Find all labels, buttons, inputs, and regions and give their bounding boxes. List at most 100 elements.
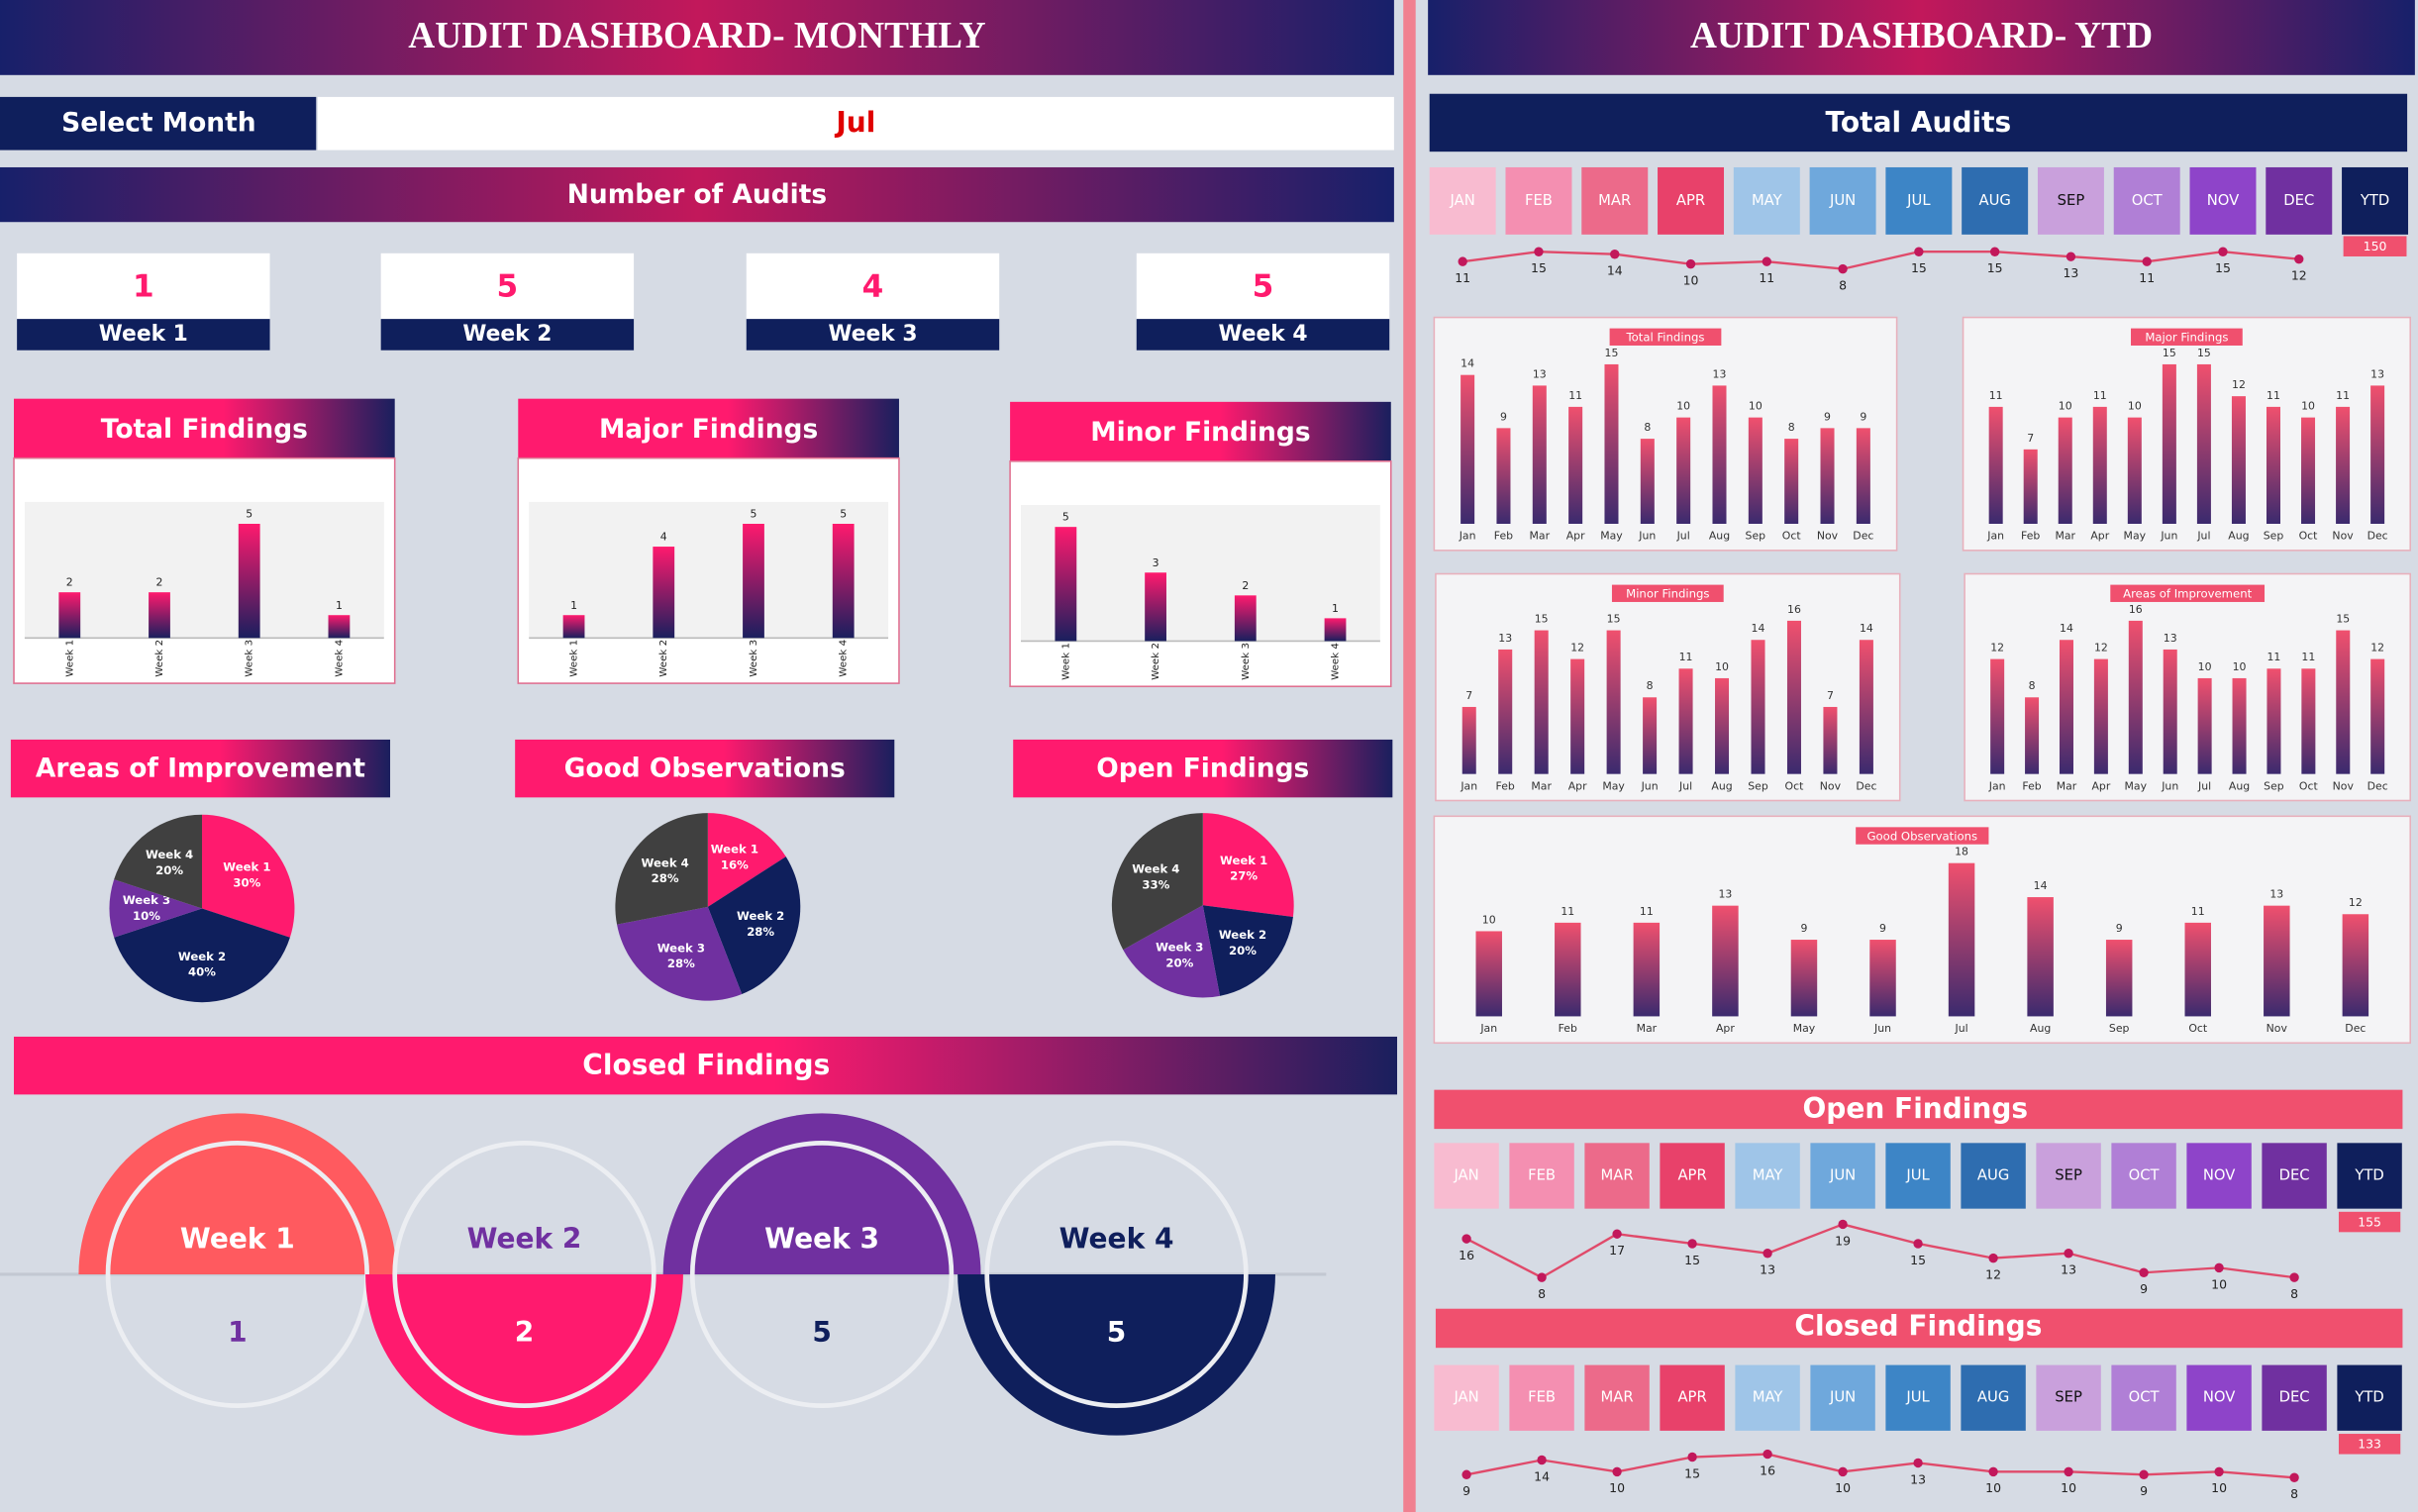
month-label: JUL <box>1905 1165 1930 1183</box>
bar-value-label: 11 <box>2191 905 2205 918</box>
line-point <box>1989 247 2000 256</box>
pie-slice <box>114 814 203 909</box>
line-point <box>1687 1452 1697 1462</box>
panel-title: Good Observations <box>564 753 846 783</box>
point-label: 8 <box>1839 277 1847 292</box>
bar-value-label: 13 <box>1718 888 1732 901</box>
panel-title: Total Findings <box>101 414 308 445</box>
bar-value-label: 13 <box>2164 632 2177 645</box>
month-label: NOV <box>2207 191 2240 209</box>
month-tile <box>1733 166 1800 235</box>
month-tile <box>1885 166 1953 235</box>
bar <box>2105 940 2133 1017</box>
ytd-value-box <box>2338 1434 2401 1455</box>
bar <box>562 615 585 639</box>
section-title: Closed Findings <box>582 1049 830 1081</box>
panel-header <box>1010 401 1391 461</box>
month-tile <box>1434 1364 1499 1431</box>
x-tick-label: Feb <box>2022 779 2041 792</box>
line-point <box>2214 1262 2224 1273</box>
panel-title: Areas of Improvement <box>36 753 365 783</box>
header <box>1428 0 2415 75</box>
section-header <box>14 1036 1398 1095</box>
bar <box>2197 677 2212 774</box>
week-card <box>746 252 1000 320</box>
week-label: Week 1 <box>99 322 188 347</box>
line-point <box>1763 1248 1772 1259</box>
point-label: 10 <box>1683 272 1699 287</box>
slice-category: Week 2 <box>737 909 784 923</box>
bar-value-label: 1 <box>570 599 577 612</box>
line-point <box>1685 258 1696 269</box>
x-tick-label: Jun <box>2161 779 2178 792</box>
slice-label: 40% <box>188 965 216 979</box>
bar-value-label: 12 <box>2232 378 2246 391</box>
bar-value-label: 10 <box>2233 660 2247 673</box>
month-label: OCT <box>2129 1165 2161 1183</box>
panel-title: Total Findings <box>1625 331 1704 345</box>
month-tile <box>2037 166 2104 235</box>
x-tick-label: Week 3 <box>1241 643 1252 680</box>
x-tick-label: Nov <box>2333 779 2355 792</box>
bar <box>2266 406 2281 525</box>
line-point <box>1534 247 1544 256</box>
bar <box>1234 595 1257 642</box>
bar-value-label: 11 <box>1989 389 2003 402</box>
week-value: 5 <box>812 1316 832 1349</box>
x-tick-label: Apr <box>2091 779 2110 792</box>
header <box>0 0 1394 75</box>
slice-category: Week 4 <box>1132 861 1179 875</box>
x-tick-label: Jun <box>1641 779 1659 792</box>
x-tick-label: Feb <box>1494 530 1513 543</box>
section-header <box>0 166 1394 223</box>
bar <box>1532 385 1547 525</box>
month-label: AUG <box>1977 1165 2009 1183</box>
bar-value-label: 11 <box>2093 389 2107 402</box>
slice-label: 20% <box>1165 956 1193 969</box>
x-tick-label: Feb <box>1496 779 1515 792</box>
bar <box>2196 363 2211 525</box>
x-tick-label: Jun <box>1873 1022 1891 1035</box>
bar-value-label: 14 <box>2034 879 2048 892</box>
bar-value-label: 12 <box>2370 641 2384 654</box>
slice-category: Week 3 <box>1156 940 1203 954</box>
x-tick-label: Jul <box>1955 1022 1968 1035</box>
bar-value-label: 15 <box>1535 612 1549 625</box>
x-tick-label: Nov <box>2332 530 2354 543</box>
bar <box>2301 417 2316 525</box>
divider <box>1403 0 1416 1512</box>
x-tick-label: Week 1 <box>1060 643 1071 680</box>
bar-value-label: 13 <box>1498 632 1512 645</box>
ytd-tile <box>2342 166 2409 235</box>
point-label: 13 <box>2064 265 2079 280</box>
panel-title-tag <box>1609 328 1722 346</box>
bar <box>328 615 351 639</box>
bar <box>2370 658 2385 774</box>
pie-slice <box>1111 813 1203 951</box>
panel-header <box>518 398 899 458</box>
x-tick-label: Jan <box>1986 530 2004 543</box>
bar-value-label: 10 <box>2301 400 2315 413</box>
x-tick-label: Nov <box>1820 779 1842 792</box>
panel-title-tag <box>2131 328 2243 346</box>
bar-value-label: 4 <box>660 531 667 544</box>
bar-value-label: 9 <box>1800 922 1807 935</box>
x-tick-label: Jun <box>2160 530 2177 543</box>
week-value: 5 <box>1253 268 1274 304</box>
bar <box>1568 406 1583 525</box>
point-label: 11 <box>1759 270 1774 285</box>
point-label: 10 <box>1835 1480 1851 1495</box>
month-label: JUL <box>1905 1388 1930 1406</box>
select-box[interactable] <box>317 96 1394 151</box>
bar <box>2232 677 2247 774</box>
line-point <box>2289 1472 2299 1482</box>
point-label: 15 <box>1987 260 2003 275</box>
x-tick-label: Apr <box>2090 530 2109 543</box>
bar <box>2025 697 2040 774</box>
line-point <box>1913 1458 1923 1468</box>
plot-area <box>529 501 889 639</box>
panel <box>1435 572 1901 802</box>
bar <box>2058 417 2072 525</box>
bar <box>1784 439 1799 525</box>
